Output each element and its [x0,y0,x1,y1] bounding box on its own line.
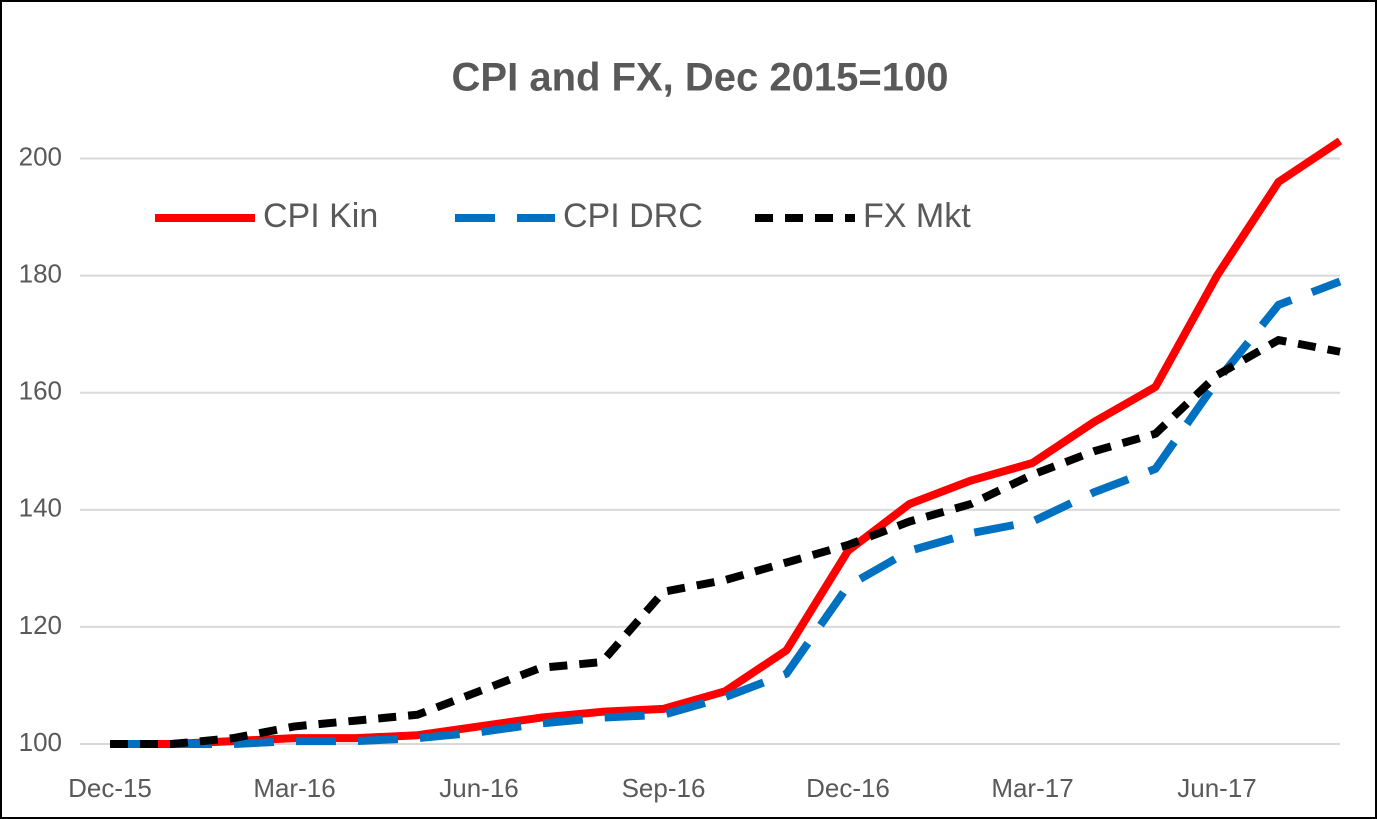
series-line [110,277,1342,748]
x-tick-label: Mar-16 [253,773,335,803]
y-tick-label: 140 [19,493,62,523]
x-tick-label: Mar-17 [991,773,1073,803]
y-tick-label: 200 [19,141,62,171]
legend-label: FX Mkt [863,197,971,235]
chart-title: CPI and FX, Dec 2015=100 [452,56,949,100]
legend-label: CPI Kin [263,197,378,235]
x-tick-label: Jun-17 [1177,773,1257,803]
y-tick-label: 120 [19,610,62,640]
legend-label: CPI DRC [563,197,703,235]
x-tick-label: Sep-16 [622,773,706,803]
x-tick-label: Dec-15 [68,773,152,803]
y-tick-label: 100 [19,727,62,757]
x-tick-label: Jun-16 [439,773,519,803]
x-tick-label: Dec-16 [806,773,890,803]
y-tick-label: 180 [19,259,62,289]
y-tick-label: 160 [19,376,62,406]
series-line [110,336,1341,748]
